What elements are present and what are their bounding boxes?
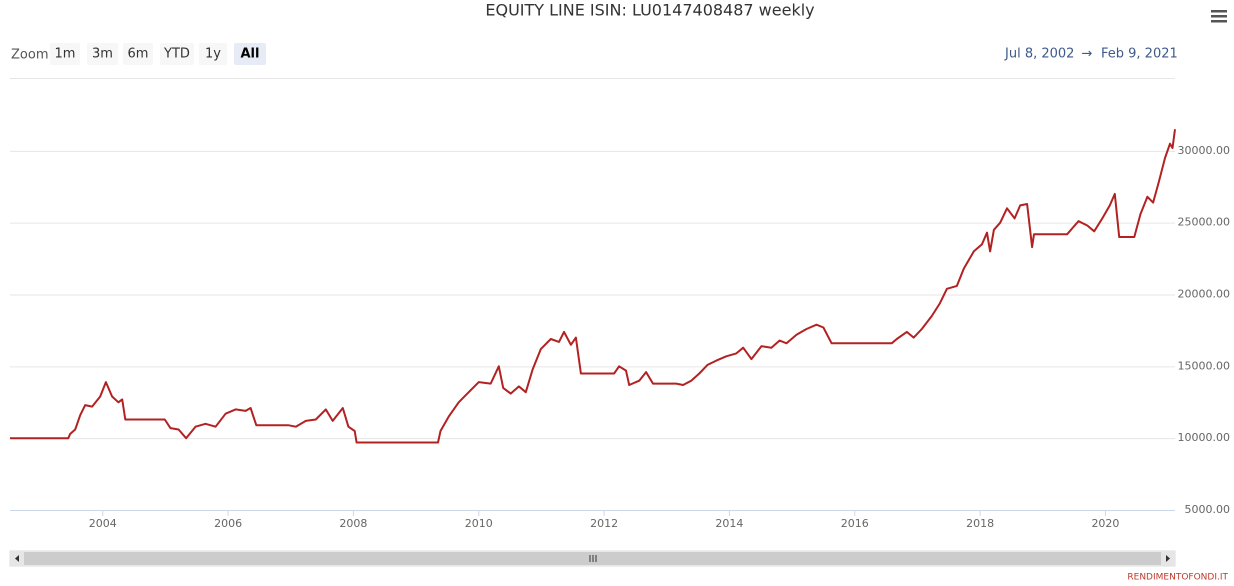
range-to: Feb 9, 2021 <box>1101 47 1178 62</box>
menu-bar <box>1211 15 1227 18</box>
credit: RENDIMENTOFONDI.IT <box>1127 573 1228 583</box>
zoom-button-bg <box>234 43 266 65</box>
y-tick-label: 25000.00 <box>1178 216 1231 229</box>
y-tick-label: 30000.00 <box>1178 144 1231 157</box>
equity-line <box>10 129 1176 444</box>
zoom-button-bg <box>123 43 153 65</box>
range-from: Jul 8, 2002 <box>1004 47 1074 62</box>
scroll-grip <box>589 555 597 562</box>
x-tick-label: 2016 <box>841 517 869 530</box>
scrollbar[interactable] <box>9 550 1176 567</box>
zoom-button-bg <box>87 43 118 65</box>
zoom-button-label: All <box>241 47 260 62</box>
x-tick-label: 2004 <box>89 517 117 530</box>
zoom-button[interactable]: 6m <box>123 43 153 65</box>
zoom-button-label: 1y <box>205 47 221 62</box>
zoom-button-bg <box>50 43 80 65</box>
range-arrow: → <box>1082 47 1093 62</box>
menu-bar <box>1211 10 1227 13</box>
zoom-button[interactable]: 3m <box>87 43 118 65</box>
x-tick-label: 2008 <box>339 517 367 530</box>
scroll-left-arrow <box>15 555 19 562</box>
x-tick-label: 2020 <box>1091 517 1119 530</box>
y-tick-label: 10000.00 <box>1178 431 1231 444</box>
x-tick-label: 2006 <box>214 517 242 530</box>
y-tick-label: 20000.00 <box>1178 288 1231 301</box>
zoom-button-label: 3m <box>92 47 113 62</box>
zoom-button[interactable]: All <box>234 43 266 65</box>
x-tick-label: 2018 <box>966 517 994 530</box>
x-tick-label: 2012 <box>590 517 618 530</box>
zoom-button-label: YTD <box>163 47 190 62</box>
x-tick-label: 2010 <box>465 517 493 530</box>
zoom-button-bg <box>160 43 194 65</box>
menu-button[interactable] <box>1211 10 1227 23</box>
scroll-right-arrow <box>1166 555 1170 562</box>
zoom-button-bg <box>199 43 227 65</box>
zoom-button-label: 1m <box>55 47 76 62</box>
zoom-button[interactable]: 1m <box>50 43 80 65</box>
zoom-button[interactable]: 1y <box>199 43 227 65</box>
menu-bar <box>1211 20 1227 23</box>
y-tick-label: 5000.00 <box>1185 503 1231 516</box>
y-tick-label: 15000.00 <box>1178 359 1231 372</box>
x-tick-label: 2014 <box>715 517 743 530</box>
chart-title: EQUITY LINE ISIN: LU0147408487 weekly <box>485 1 814 20</box>
zoom-button-label: 6m <box>128 47 149 62</box>
zoom-button[interactable]: YTD <box>160 43 194 65</box>
zoom-label: Zoom <box>11 48 48 63</box>
